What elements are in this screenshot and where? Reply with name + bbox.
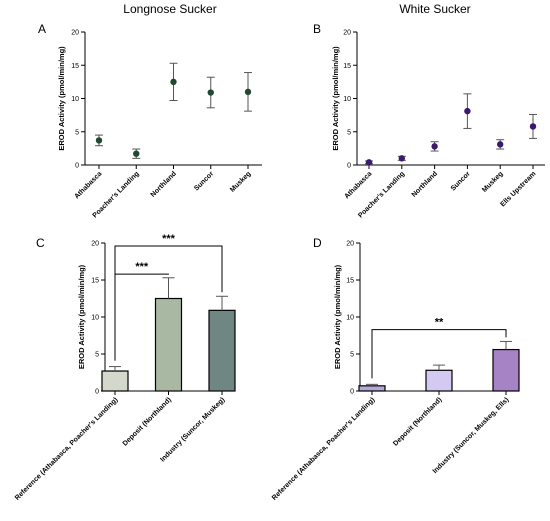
panel-b-ytick-label-0: 0	[347, 163, 351, 170]
panel-d-ytick-label-20: 20	[346, 241, 354, 248]
panel-a-point-northland	[170, 78, 177, 86]
panel-b-category-label-suncor: Suncor	[450, 170, 472, 192]
panel-b-letter: B	[313, 22, 321, 36]
panel-d-significance-bracket-0	[371, 329, 507, 379]
panel-b-point-suncor	[464, 107, 471, 115]
panel-b-y-axis-label: EROD Activity (pmol/min/mg)	[331, 46, 340, 151]
panel-a-category-label-athabasca: Athabasca	[73, 170, 103, 200]
panel-a-point-athabasca	[95, 137, 103, 144]
panel-b-category-label-athabasca: Athabasca	[343, 170, 373, 200]
panel-c-category-label-reference-athabasca-poacher-s-landing: Reference (Athabasca, Poacher's Landing)	[14, 396, 119, 501]
panel-a-ytick-label-5: 5	[75, 129, 79, 136]
panel-d-ytick-label-15: 15	[346, 278, 354, 285]
panel-d-bar-deposit-northland	[425, 369, 453, 392]
panel-a-point-muskeg	[244, 88, 252, 96]
panel-a-ytick-label-15: 15	[71, 63, 79, 70]
panel-c-bar-deposit-northland	[154, 297, 183, 392]
panel-b-ytick-label-15: 15	[343, 63, 351, 70]
panel-c-y-axis-label: EROD Activity (pmol/min/mg)	[77, 264, 86, 369]
title-left: Longnose Sucker	[123, 2, 216, 16]
panel-a-y-axis-label: EROD Activity (pmol/min/mg)	[57, 46, 66, 151]
panel-c-ytick-label-10: 10	[91, 315, 99, 322]
panel-b-ytick-label-20: 20	[343, 30, 351, 37]
panel-c-letter: C	[36, 236, 45, 250]
panel-a-category-label-northland: Northland	[150, 170, 178, 198]
panel-a-category-label-muskeg: Muskeg	[229, 170, 252, 193]
panel-c-significance-label-0: ***	[135, 261, 149, 273]
panel-b-point-muskeg	[497, 141, 504, 148]
panel-d-ytick-label-10: 10	[346, 315, 354, 322]
panel-a-ytick-label-10: 10	[71, 96, 79, 103]
panel-b-point-ells-upstream	[529, 123, 537, 130]
panel-b-category-label-muskeg: Muskeg	[481, 170, 504, 193]
panel-b-category-label-ells-upstream: Ells Upstream	[499, 170, 537, 208]
panel-c-bar-reference-athabasca-poacher-s-landing	[101, 370, 129, 392]
panel-a-point-poacher-s-landing	[133, 150, 140, 157]
panel-c-significance-label-1: ***	[162, 233, 176, 245]
panel-b-ytick-label-10: 10	[343, 96, 351, 103]
panel-d-ytick-label-5: 5	[350, 352, 354, 359]
panel-c-category-label-deposit-northland: Deposit (Northland)	[122, 396, 173, 447]
panel-c-category-label-industry-suncor-muskeg: Industry (Suncor, Muskeg)	[159, 396, 226, 463]
panel-d-bar-reference-athabasca-poacher-s-landing	[358, 385, 386, 392]
panel-c-bar-industry-suncor-muskeg	[208, 309, 236, 392]
panel-b-point-northland	[431, 143, 438, 150]
panel-c-ytick-label-5: 5	[95, 352, 99, 359]
panel-c: C 0 5 10 15 20 EROD Activity (pmol/min/mg) Refe…	[14, 233, 236, 502]
title-right: White Sucker	[399, 2, 470, 16]
panel-a-letter: A	[38, 22, 46, 36]
panel-d-category-label-reference-athabasca-poacher-s-landing: Reference (Athabasca, Poacher's Landing)	[271, 396, 376, 501]
panel-c-ytick-label-0: 0	[95, 389, 99, 396]
panel-a: A 0 5 10 15 20 EROD Activity (pmol/min/mg) Atha…	[38, 22, 262, 219]
panel-a-ytick-label-0: 0	[75, 163, 79, 170]
panel-d-bar-industry-suncor-muskeg-ells	[492, 348, 520, 392]
panel-b-point-athabasca	[365, 159, 373, 166]
panel-d-category-label-deposit-northland: Deposit (Northland)	[392, 396, 443, 447]
panel-c-ytick-label-20: 20	[91, 241, 99, 248]
panel-b-category-label-northland: Northland	[411, 170, 439, 198]
panel-d-significance-label-0: **	[435, 317, 444, 329]
panel-b: B 0 5 10 15 20 EROD Activity (pmol/min/mg) Atha…	[313, 22, 545, 219]
panel-d-category-label-industry-suncor-muskeg-ells: Industry (Suncor, Muskeg, Ells)	[432, 396, 511, 475]
panel-a-category-label-suncor: Suncor	[193, 170, 215, 192]
panel-d-letter: D	[313, 236, 322, 250]
panel-d-y-axis-label: EROD Activity (pmol/min/mg)	[333, 264, 342, 369]
panel-a-ytick-label-20: 20	[71, 30, 79, 37]
panel-a-point-suncor	[207, 89, 214, 96]
panel-c-ytick-label-15: 15	[91, 278, 99, 285]
panel-d: D 0 5 10 15 20 EROD Activity (pmol/min/mg) Refe…	[271, 236, 520, 502]
panel-d-ytick-label-0: 0	[350, 389, 354, 396]
panel-b-ytick-label-5: 5	[347, 129, 351, 136]
panel-b-point-poacher-s-landing	[398, 155, 405, 162]
panel-c-significance-bracket-1	[114, 245, 223, 361]
